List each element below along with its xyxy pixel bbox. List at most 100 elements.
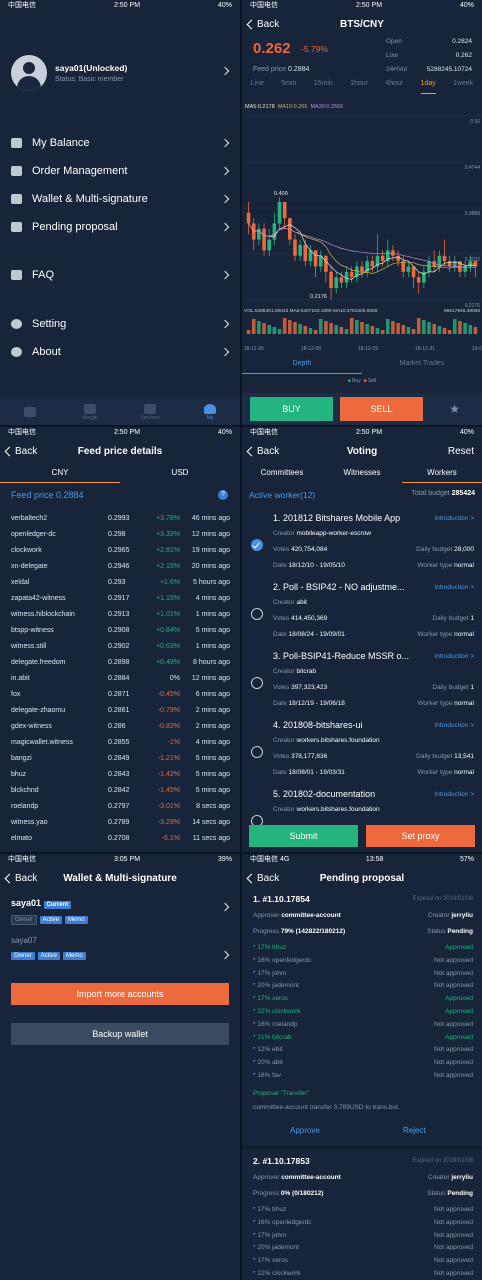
back-button[interactable]: Back [246, 10, 279, 38]
tab-witnesses[interactable]: Witnesses [343, 468, 381, 477]
reset-button[interactable]: Reset [447, 445, 474, 457]
page-title: Voting [346, 445, 378, 457]
account-saya01[interactable]: saya01 Current [11, 898, 74, 909]
candlestick-chart[interactable]: 0.56 0.4744 0.3888 0.3032 0.2176 0.409 0.2176 V… [242, 112, 482, 352]
total-budget: Total budget 285424 [411, 490, 475, 497]
voting-tabs: Committees Witnesses Workers [242, 465, 482, 483]
high-annotation: 0.409 [274, 191, 288, 197]
back-button[interactable]: Back [246, 437, 279, 465]
status: Status Pending [427, 928, 473, 935]
feed-value: 0.2908 [108, 627, 130, 634]
backup-wallet-button[interactable]: Backup wallet [11, 1023, 229, 1045]
menu-about[interactable]: About [0, 341, 240, 363]
worker-votes: Votes 397,323,423 [273, 684, 328, 691]
tab-my[interactable]: My [180, 399, 240, 425]
approval-state: Not approved [433, 1257, 473, 1265]
tab-margin[interactable]: Margin [60, 399, 120, 425]
introduction-link[interactable]: Introduction > [434, 653, 474, 660]
candle-body [385, 250, 390, 262]
introduction-link[interactable]: Introduction > [434, 722, 474, 729]
menu-pending-proposal[interactable]: Pending proposal [0, 216, 240, 238]
tab-market-trades[interactable]: Market Trades [399, 360, 445, 367]
volume-max: 96517646.39066 [444, 308, 480, 314]
radio-icon[interactable] [251, 746, 263, 758]
sell-button[interactable]: SELL [340, 397, 423, 421]
introduction-link[interactable]: Introduction > [434, 515, 474, 522]
worker-item[interactable]: 4. 201808-bitshares-ui Introduction > Crea… [242, 717, 482, 786]
tab-markets[interactable] [0, 399, 60, 425]
import-accounts-button[interactable]: Import more accounts [11, 983, 229, 1005]
tab-usd[interactable]: USD [171, 468, 189, 477]
faq-icon [11, 270, 22, 280]
volume-bar [298, 324, 302, 334]
feed-change: -0.45% [157, 691, 180, 698]
approval-state: Approved [445, 1008, 473, 1015]
back-button[interactable]: Back [246, 864, 279, 892]
depth-legend: ■ Buy ■ Sell [347, 378, 377, 384]
interval-15min[interactable]: 15min [313, 80, 333, 87]
feed-time: 11 secs ago [192, 835, 230, 842]
worker-item[interactable]: 2. Poll - BSIP42 - NO adjustme... Introdu… [242, 579, 482, 648]
submit-button[interactable]: Submit [249, 825, 358, 847]
profile-row[interactable]: saya01(Unlocked) Status: Basic member [0, 50, 240, 95]
worker-type: Worker type normal [417, 769, 474, 776]
interval-1week[interactable]: 1week [453, 80, 474, 87]
introduction-link[interactable]: Introduction > [434, 791, 474, 798]
approver-row: * 17% bhuz Not approved [253, 1206, 473, 1218]
voting-screen: 中国电信 2:50 PM 40% Back Voting Reset Committ… [242, 427, 482, 852]
back-button[interactable]: Back [4, 437, 37, 465]
menu-my-balance[interactable]: My Balance [0, 132, 240, 154]
tab-workers[interactable]: Workers [402, 465, 482, 483]
radio-icon[interactable] [251, 677, 263, 689]
tab-committees[interactable]: Committees [260, 468, 304, 477]
feed-change: -3.29% [157, 819, 180, 826]
current-badge: Current [43, 901, 72, 909]
tab-depth[interactable]: Depth [242, 356, 362, 374]
back-button[interactable]: Back [4, 864, 37, 892]
user-icon [204, 403, 216, 414]
menu-setting[interactable]: Setting [0, 313, 240, 335]
reject-button[interactable]: Reject [403, 1126, 426, 1135]
interval-1day[interactable]: 1day [420, 80, 436, 94]
introduction-link[interactable]: Introduction > [434, 584, 474, 591]
checked-radio-icon[interactable] [251, 539, 263, 551]
tab-services[interactable]: Services [120, 399, 180, 425]
set-proxy-button[interactable]: Set proxy [366, 825, 475, 847]
volume-bar [262, 323, 266, 334]
candle-body [308, 250, 313, 262]
menu-wallet-multisig[interactable]: Wallet & Multi-signature [0, 188, 240, 210]
header: Back Voting Reset [242, 437, 482, 465]
volume-bar [355, 320, 359, 334]
menu-faq[interactable]: FAQ [0, 264, 240, 286]
account-saya07[interactable]: saya07 [11, 936, 37, 945]
menu-order-management[interactable]: Order Management [0, 160, 240, 182]
feed-price: Feed price 0.2884 [253, 66, 310, 73]
volume-bar [411, 329, 416, 334]
approval-state: Not approved [433, 1046, 473, 1054]
clock: 2:50 PM [113, 1, 141, 9]
star-icon[interactable]: ★ [449, 402, 460, 416]
interval-1hour[interactable]: 1hour [350, 80, 368, 87]
help-icon[interactable]: ? [218, 490, 228, 500]
witness-name: fox [11, 691, 21, 698]
status-bar: 中国电信 2:50 PM 40% [250, 428, 474, 437]
witness-name: xeldal [11, 579, 30, 586]
progress: Progress 79% (142822/180212) [253, 928, 346, 935]
interval-4hour[interactable]: 4hour [385, 80, 404, 87]
buy-button[interactable]: BUY [250, 397, 333, 421]
interval-tabs: Line 5min 15min 1hour 4hour 1day 1week [242, 80, 482, 94]
approval-state: Not approved [433, 1072, 473, 1079]
approve-button[interactable]: Approve [290, 1126, 320, 1135]
candle-body [447, 261, 452, 267]
candle-body [246, 212, 251, 224]
radio-icon[interactable] [251, 608, 263, 620]
interval-line[interactable]: Line [250, 80, 264, 87]
tab-cny[interactable]: CNY [0, 465, 120, 483]
worker-item[interactable]: 3. Poll-BSIP41-Reduce MSSR o... Introduct… [242, 648, 482, 717]
feed-time: 14 secs ago [192, 819, 230, 826]
interval-5min[interactable]: 5min [281, 80, 297, 87]
worker-item[interactable]: 1. 201812 Bitshares Mobile App Introducti… [242, 510, 482, 579]
feed-price-screen: 中国电信 2:50 PM 40% Back Feed price details C… [0, 427, 240, 852]
chart-icon [24, 406, 36, 417]
worker-daily-budget: Daily budget 13,541 [416, 753, 474, 760]
